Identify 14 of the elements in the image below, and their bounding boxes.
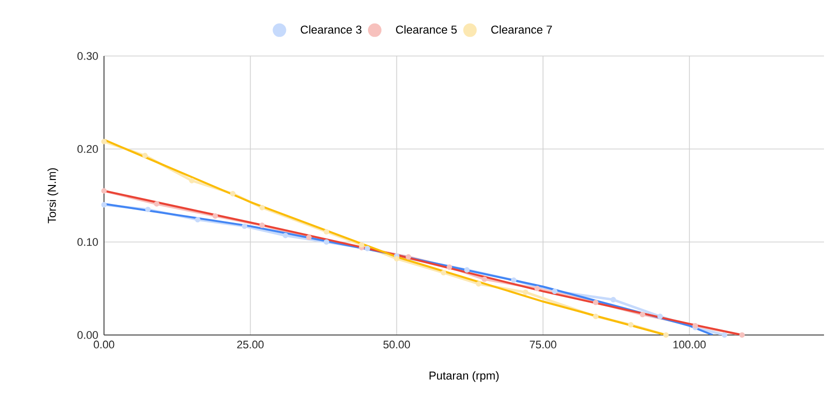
x-tick-label: 100.00 <box>673 340 706 348</box>
y-tick-label: 0.20 <box>77 145 98 153</box>
y-tick-label: 0.10 <box>77 238 98 246</box>
legend-label: Clearance 7 <box>491 25 552 34</box>
x-axis-title: Putaran (rpm) <box>430 371 499 382</box>
x-tick-label: 50.00 <box>383 340 410 348</box>
legend-label: Clearance 5 <box>396 25 457 34</box>
y-tick-label: 0.00 <box>77 331 98 339</box>
x-tick-label: 75.00 <box>530 340 556 348</box>
y-tick-label: 0.30 <box>77 52 98 60</box>
x-tick-label: 25.00 <box>237 340 264 348</box>
legend-label: Clearance 3 <box>300 25 362 34</box>
y-axis-title: Torsi (N.m) <box>48 168 58 224</box>
x-tick-label: 0.00 <box>94 340 114 348</box>
